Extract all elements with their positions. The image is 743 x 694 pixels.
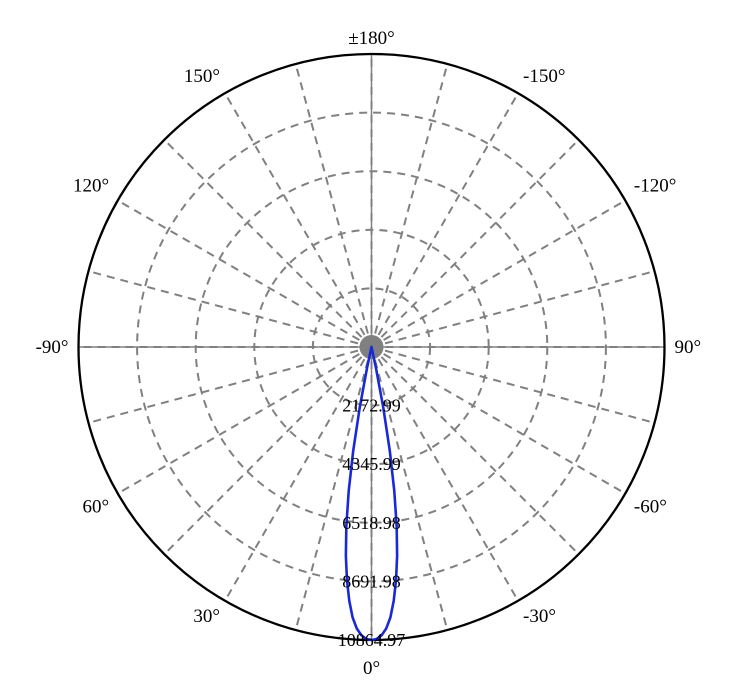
angle-label: 150° xyxy=(184,66,220,87)
angle-label: ±180° xyxy=(348,28,395,49)
radial-tick-label: 4345.99 xyxy=(342,454,401,474)
polar-chart: 2172.99 4345.99 6518.98 8691.98 10864.97 ±180… xyxy=(0,0,743,694)
radial-tick-label: 6518.98 xyxy=(342,513,401,533)
angle-label: -30° xyxy=(523,606,556,627)
angle-label: 0° xyxy=(363,658,380,679)
angle-label: 60° xyxy=(82,497,109,518)
radial-tick-label: 8691.98 xyxy=(342,571,401,591)
radial-tick-label: 10864.97 xyxy=(338,630,406,650)
angle-label: 30° xyxy=(193,606,220,627)
radial-tick-label: 2172.99 xyxy=(342,396,401,416)
angle-label: 120° xyxy=(73,176,109,197)
angle-label: -90° xyxy=(36,337,69,358)
angle-label: -150° xyxy=(523,66,565,87)
angle-label: 90° xyxy=(675,337,702,358)
angle-label: -60° xyxy=(634,497,667,518)
angle-label: -120° xyxy=(634,176,676,197)
